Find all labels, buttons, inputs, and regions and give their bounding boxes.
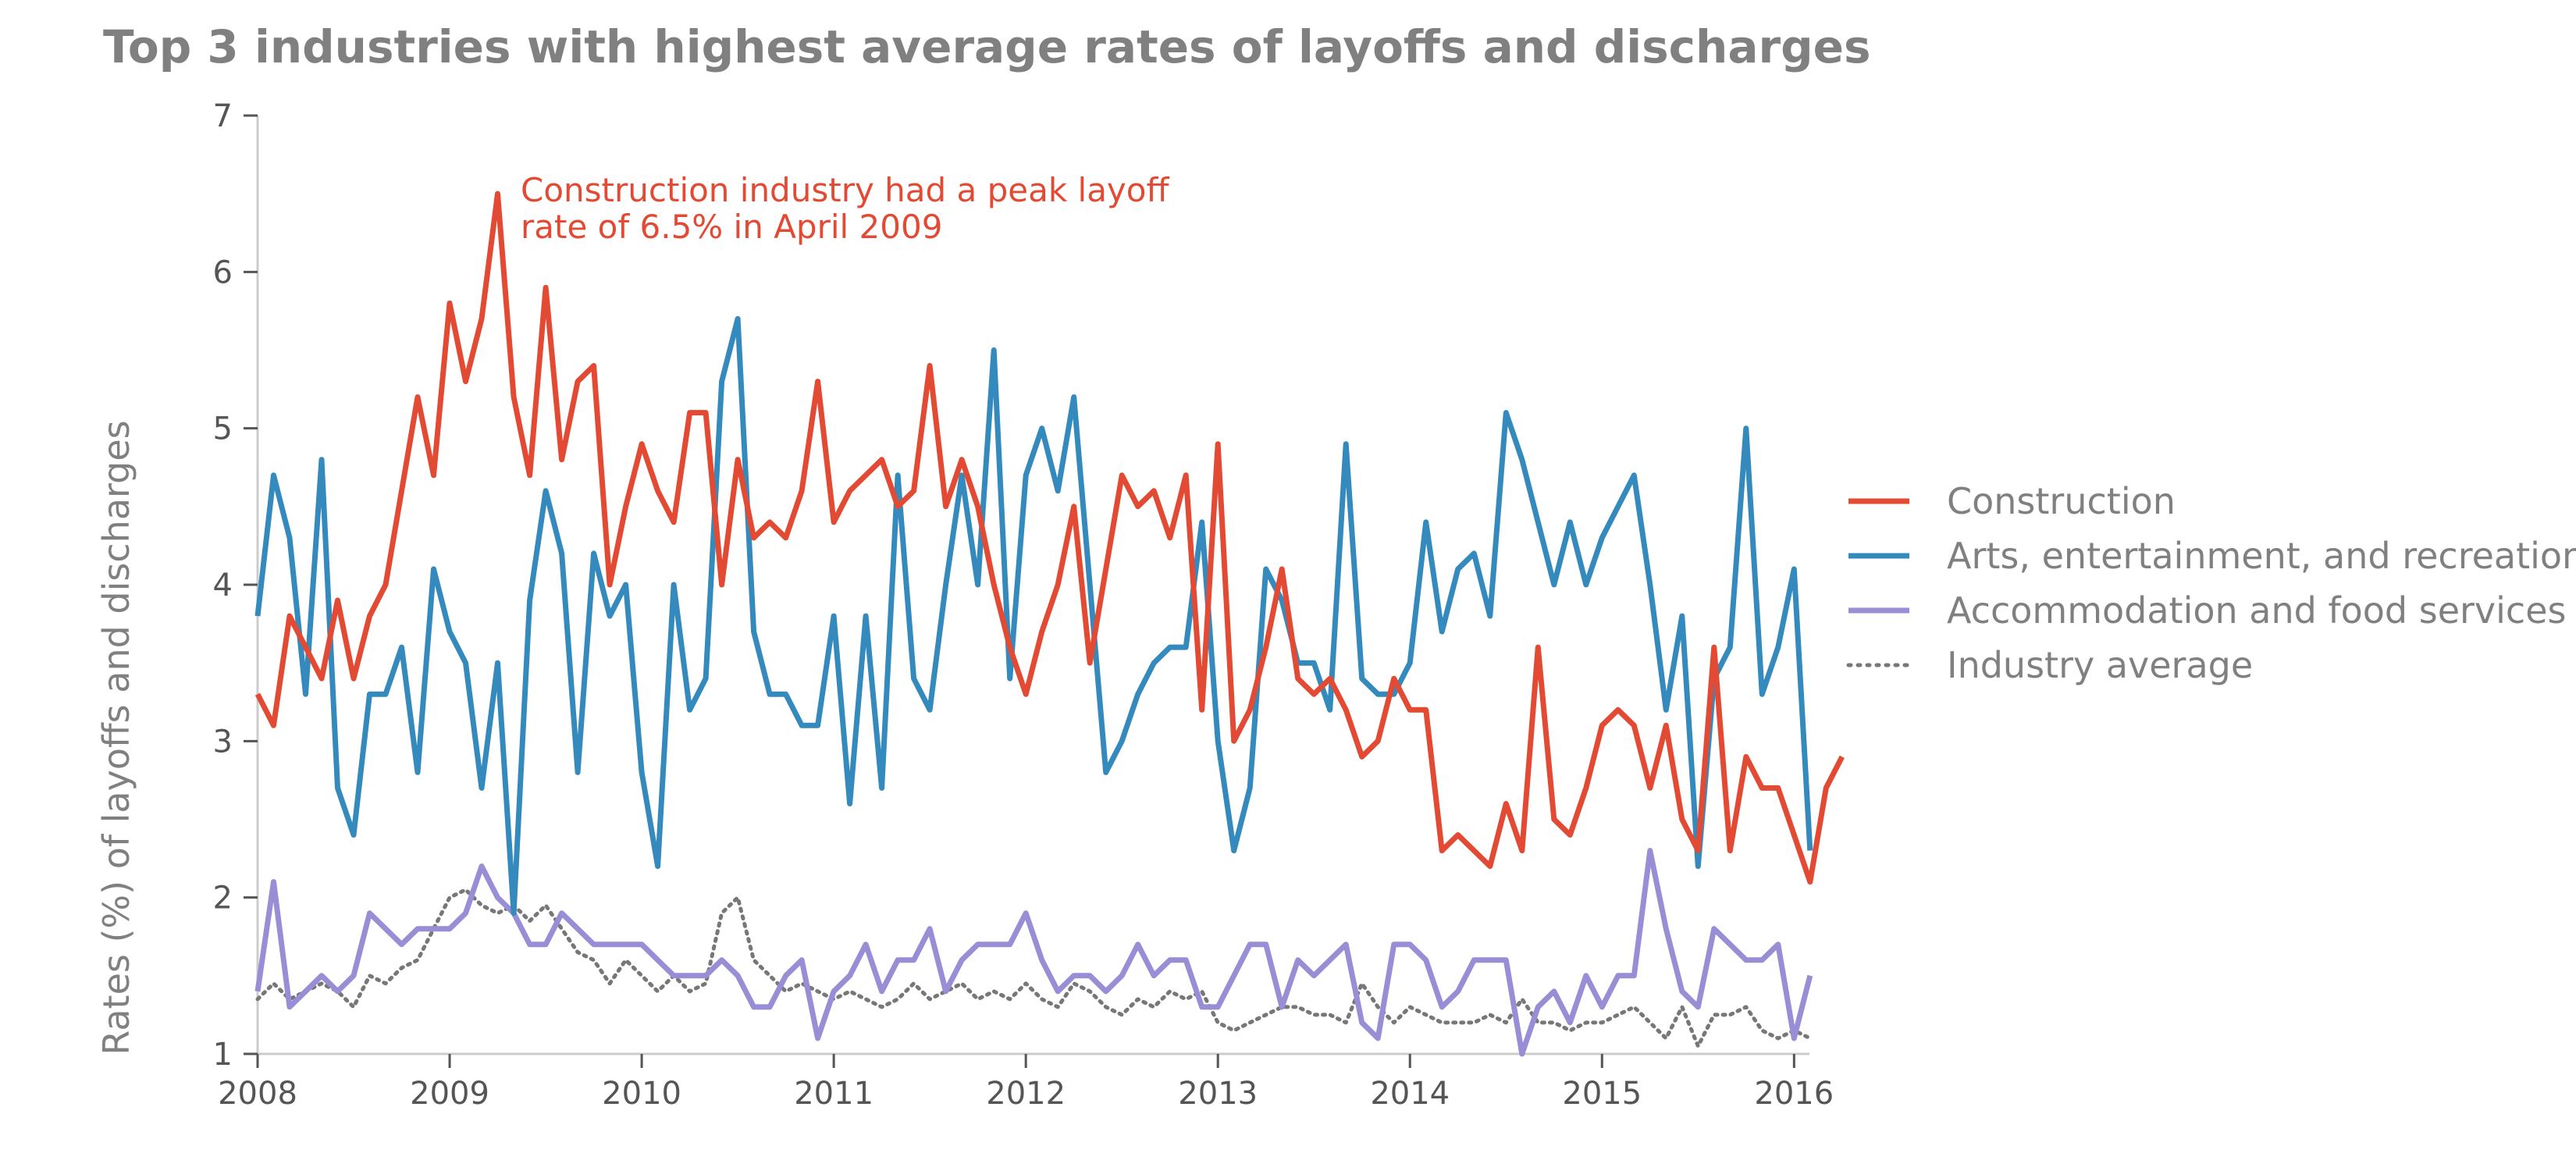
- x-tick-label: 2010: [602, 1076, 681, 1112]
- y-tick-label: 5: [213, 411, 233, 447]
- y-tick-label: 3: [213, 724, 233, 760]
- y-axis-label: Rates (%) of layoffs and discharges: [95, 420, 137, 1055]
- y-tick-label: 1: [213, 1037, 233, 1073]
- legend: Construction Arts, entertainment, and rec…: [1846, 480, 2576, 686]
- y-axis-ticks: 1 2 3 4 5 6 7: [213, 98, 258, 1073]
- series-lines: [254, 190, 1845, 1057]
- series-line-accommodation-and-food-services: [254, 848, 1813, 1057]
- series-line-construction: [254, 190, 1845, 885]
- peak-annotation: Construction industry had a peak layoff …: [521, 171, 1169, 246]
- legend-label-industry-average: Industry average: [1947, 644, 2253, 686]
- series-line-arts-entertainment-and-recreation: [254, 315, 1813, 917]
- annotation-line-1: Construction industry had a peak layoff: [521, 171, 1169, 209]
- annotation-line-2: rate of 6.5% in April 2009: [521, 208, 942, 246]
- x-tick-label: 2013: [1178, 1076, 1258, 1112]
- x-tick-label: 2015: [1562, 1076, 1642, 1112]
- y-tick-label: 4: [213, 568, 233, 603]
- x-tick-label: 2008: [218, 1076, 297, 1112]
- series-line-industry-average: [255, 888, 1813, 1048]
- y-tick-label: 6: [213, 254, 233, 290]
- y-tick-label: 7: [213, 98, 233, 134]
- x-axis-ticks: 2008 2009 2010 2011 2012 2013 2014 2015 2016: [218, 1054, 1834, 1112]
- x-tick-label: 2012: [986, 1076, 1066, 1112]
- y-tick-label: 2: [213, 881, 233, 917]
- x-tick-label: 2014: [1370, 1076, 1450, 1112]
- legend-label-accommodation-and-food-services: Accommodation and food services: [1947, 589, 2566, 632]
- x-tick-label: 2016: [1754, 1076, 1834, 1112]
- legend-label-construction: Construction: [1947, 480, 2176, 522]
- x-tick-label: 2009: [410, 1076, 489, 1112]
- x-tick-label: 2011: [794, 1076, 873, 1112]
- legend-label-arts-entertainment-and-recreation: Arts, entertainment, and recreation: [1947, 535, 2576, 577]
- chart-title: Top 3 industries with highest average ra…: [103, 20, 1870, 73]
